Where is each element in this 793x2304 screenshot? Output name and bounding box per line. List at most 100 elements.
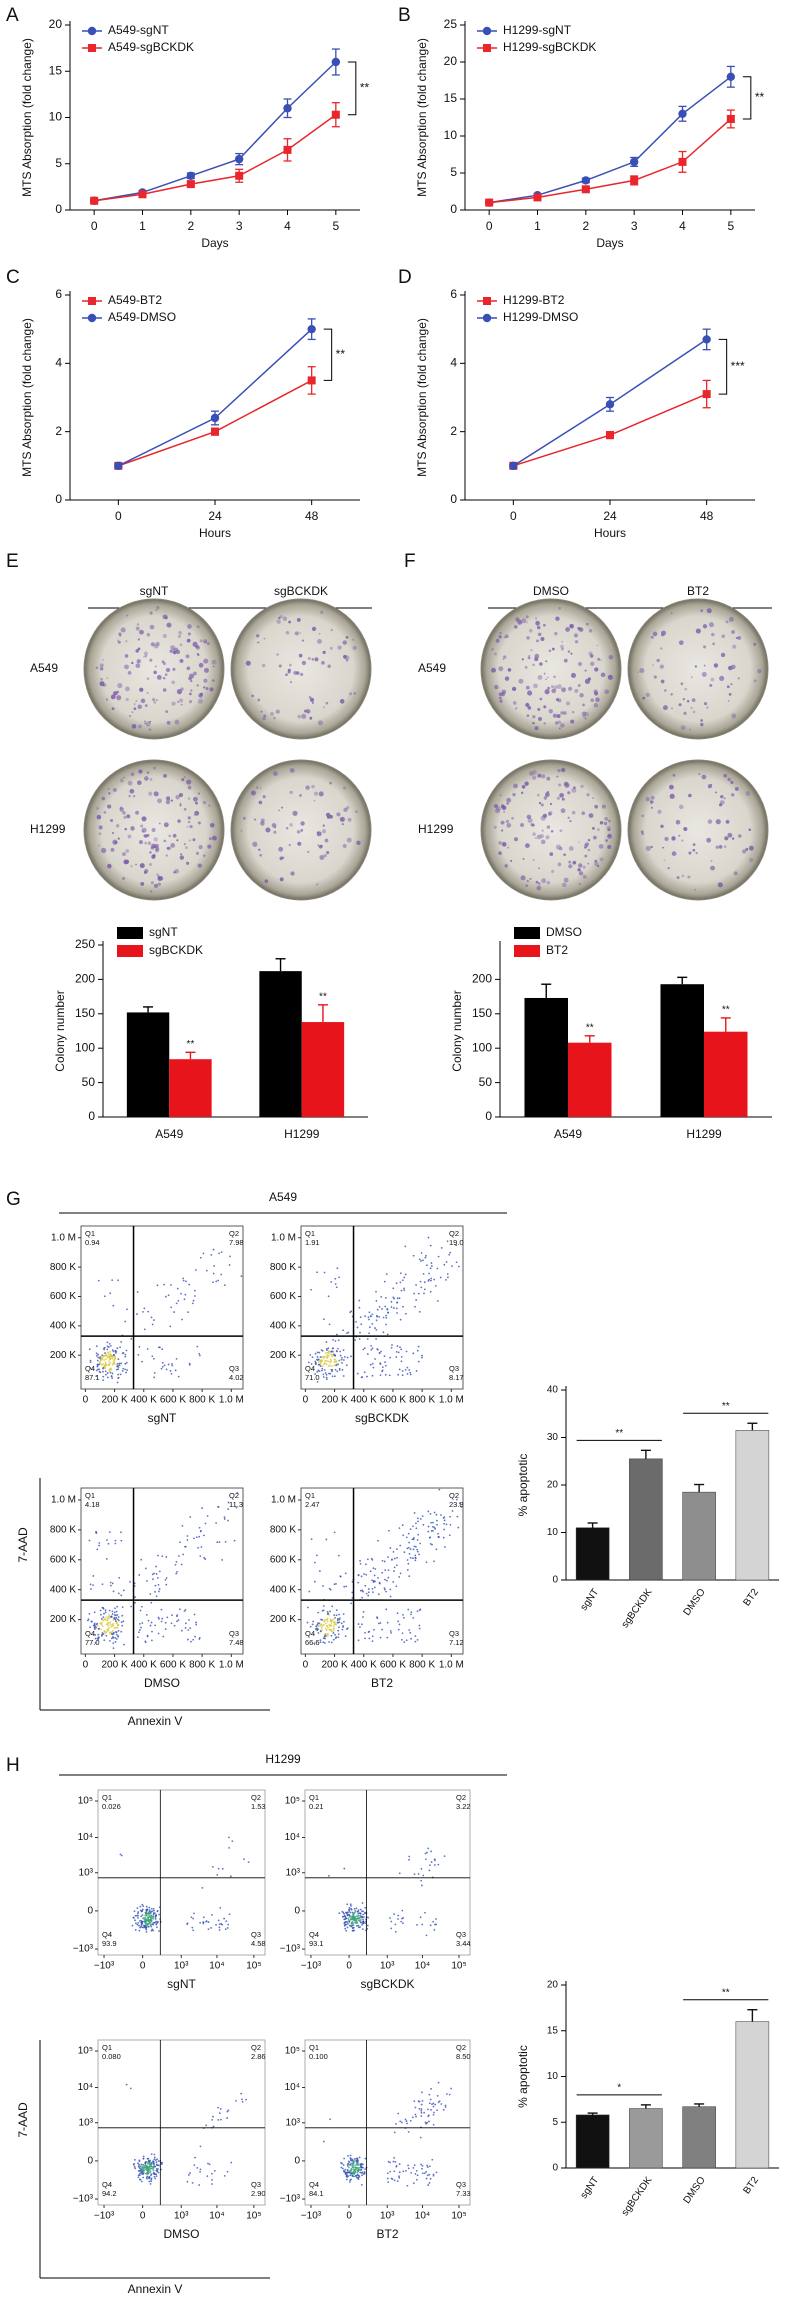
colony (187, 639, 191, 643)
plot-frame (81, 1488, 243, 1654)
colony (118, 838, 120, 840)
event-dot (426, 1852, 428, 1854)
event-dot (426, 2178, 428, 2180)
event-dot (154, 2178, 156, 2180)
colony (200, 693, 203, 696)
colony (125, 860, 129, 864)
event-dot (219, 1907, 221, 1909)
y-tick-label: 30 (547, 1432, 559, 1443)
event-dot (108, 1352, 110, 1354)
y-tick-label: 0 (294, 2156, 300, 2167)
event-dot (199, 1922, 201, 1924)
colony (322, 829, 326, 833)
event-dot (158, 1591, 160, 1593)
event-dot (141, 2167, 143, 2169)
colony (545, 835, 549, 839)
colony (257, 699, 260, 702)
colony (104, 811, 107, 814)
event-dot (175, 1573, 177, 1575)
x-tick-label: 0 (303, 1660, 309, 1671)
colony (754, 679, 757, 682)
event-dot (118, 1630, 120, 1632)
colony (138, 705, 142, 709)
colony (189, 700, 192, 703)
colony (139, 688, 143, 692)
event-dot (99, 1358, 101, 1360)
event-dot (109, 1610, 111, 1612)
colony (500, 632, 502, 634)
event-dot (329, 2118, 331, 2120)
event-dot (354, 1920, 356, 1922)
event-dot (120, 1540, 122, 1542)
colony (564, 782, 569, 787)
event-dot (397, 2113, 399, 2115)
colony (308, 657, 311, 660)
x-tick-label: 1.0 M (219, 1395, 244, 1406)
colony (140, 863, 145, 868)
y-tick-label: −10³ (73, 2194, 94, 2205)
event-dot (201, 1507, 203, 1509)
colony (692, 849, 695, 852)
event-dot (364, 1632, 366, 1634)
x-axis-title: Days (596, 236, 623, 250)
event-dot (349, 1920, 351, 1922)
event-dot (147, 2158, 149, 2160)
colony (177, 819, 180, 822)
event-dot (334, 1617, 336, 1619)
event-dot (434, 1864, 436, 1866)
event-dot (187, 1311, 189, 1313)
significance-label: ** (187, 1039, 195, 1050)
colony (541, 803, 544, 806)
event-dot (332, 1339, 334, 1341)
colony (543, 722, 545, 724)
event-dot (366, 1593, 368, 1595)
event-dot (214, 2170, 216, 2172)
event-dot (418, 1346, 420, 1348)
colony (502, 842, 507, 847)
y-tick-label: 20 (49, 17, 63, 31)
colony (671, 707, 673, 709)
event-dot (93, 1625, 95, 1627)
event-dot (393, 2157, 395, 2159)
plot-label: sgNT (148, 1411, 177, 1425)
event-dot (326, 1378, 328, 1380)
event-dot (396, 1308, 398, 1310)
event-dot (362, 1616, 364, 1618)
event-dot (372, 1363, 374, 1365)
colony (126, 814, 130, 818)
colony (560, 829, 563, 832)
event-dot (337, 1348, 339, 1350)
event-dot (432, 1522, 434, 1524)
quadrant-value: 84.1 (309, 2189, 324, 2198)
colony (189, 839, 191, 841)
event-dot (243, 1858, 245, 1860)
quadrant-value: 0.100 (309, 2052, 328, 2061)
colony (660, 665, 664, 669)
colony (499, 696, 502, 699)
event-dot (363, 1922, 365, 1924)
event-dot (364, 2168, 366, 2170)
event-dot (435, 1285, 437, 1287)
y-tick-label: 0 (552, 1575, 558, 1586)
quadrant-name: Q2 (456, 2043, 466, 2052)
colony (558, 863, 562, 867)
event-dot (109, 1617, 111, 1619)
event-dot (158, 1914, 160, 1916)
colony (584, 855, 587, 858)
event-dot (422, 2165, 424, 2167)
event-dot (308, 1591, 310, 1593)
y-tick-label: 800 K (270, 1525, 296, 1536)
event-dot (211, 2179, 213, 2181)
quadrant-name: Q4 (102, 1930, 112, 1939)
event-dot (414, 1512, 416, 1514)
event-dot (359, 1626, 361, 1628)
event-dot (354, 1917, 356, 1919)
colony (176, 839, 178, 841)
y-tick-label: 400 K (50, 1584, 76, 1595)
event-dot (96, 1355, 98, 1357)
event-dot (397, 1297, 399, 1299)
event-dot (352, 2164, 354, 2166)
colony (174, 720, 179, 725)
event-dot (376, 1300, 378, 1302)
colony (532, 776, 536, 780)
